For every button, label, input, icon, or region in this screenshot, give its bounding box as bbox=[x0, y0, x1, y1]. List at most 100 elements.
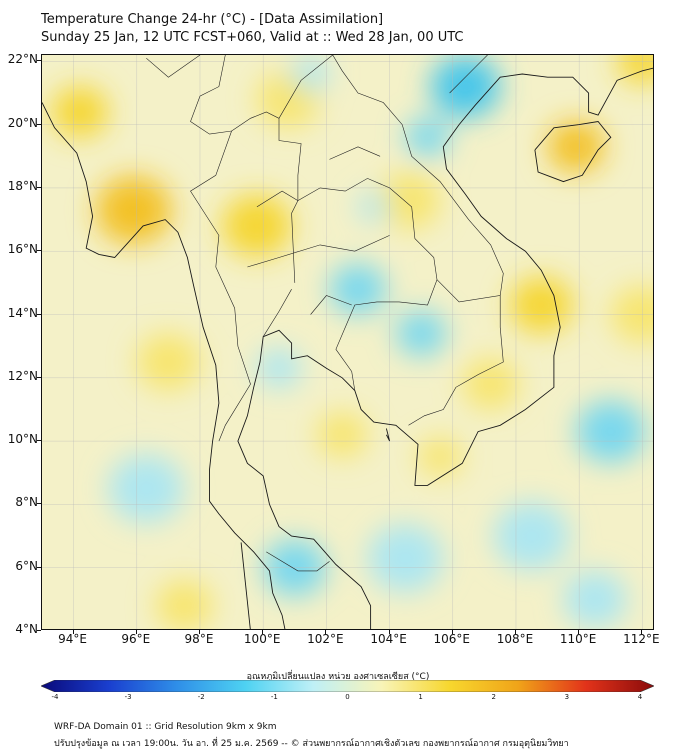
lon-tick-mark bbox=[325, 630, 327, 634]
lon-tick-mark bbox=[72, 630, 74, 634]
map-panel bbox=[41, 54, 654, 630]
lon-tick-label: 102°E bbox=[307, 632, 344, 646]
title-line-2: Sunday 25 Jan, 12 UTC FCST+060, Valid at… bbox=[41, 30, 464, 45]
lat-tick-label: 4°N bbox=[15, 622, 38, 636]
coastline bbox=[42, 102, 286, 629]
lat-tick-label: 6°N bbox=[15, 558, 38, 573]
map-gridlines bbox=[42, 55, 653, 629]
field-blob bbox=[547, 121, 605, 173]
lat-tick-mark bbox=[37, 566, 41, 568]
border-line bbox=[266, 551, 330, 572]
field-blob bbox=[155, 580, 213, 629]
field-blob bbox=[222, 194, 292, 258]
lon-tick-label: 98°E bbox=[184, 632, 214, 646]
lat-tick-label: 20°N bbox=[7, 115, 38, 130]
temperature-field bbox=[51, 55, 653, 629]
coastline bbox=[385, 428, 391, 442]
map-title: Temperature Change 24-hr (°C) - [Data As… bbox=[41, 11, 464, 47]
field-blob bbox=[357, 192, 390, 222]
coastline bbox=[237, 67, 653, 629]
lon-tick-label: 94°E bbox=[58, 632, 88, 646]
field-blob bbox=[108, 454, 185, 523]
border-line bbox=[247, 235, 390, 268]
border-line bbox=[146, 55, 201, 78]
lat-tick-label: 10°N bbox=[7, 432, 38, 447]
border-line bbox=[332, 55, 504, 296]
border-line bbox=[408, 279, 504, 426]
footer-grid-info: WRF-DA Domain 01 :: Grid Resolution 9km … bbox=[54, 722, 277, 732]
field-blob bbox=[367, 524, 444, 593]
colorbar-label: อุณหภูมิเปลี่ยนแปลง หน่วย องศาเซลเซียส (… bbox=[246, 672, 430, 682]
colorbar-tick-label: 3 bbox=[564, 693, 570, 701]
lat-tick-mark bbox=[37, 503, 41, 505]
lat-tick-mark bbox=[37, 123, 41, 125]
border-line bbox=[310, 295, 352, 315]
lat-tick-mark bbox=[37, 60, 41, 62]
lat-tick-label: 14°N bbox=[7, 305, 38, 320]
field-blob bbox=[316, 412, 368, 458]
lat-tick-label: 12°N bbox=[7, 368, 38, 383]
colorbar-scale bbox=[41, 680, 654, 692]
field-blob bbox=[136, 333, 200, 391]
colorbar-tick-label: -3 bbox=[124, 693, 132, 701]
title-line-1: Temperature Change 24-hr (°C) - [Data As… bbox=[41, 12, 384, 27]
field-blob bbox=[376, 172, 441, 230]
lon-tick-label: 96°E bbox=[121, 632, 151, 646]
field-blob bbox=[576, 400, 646, 463]
colorbar-tick-label: 1 bbox=[418, 693, 423, 701]
border-line bbox=[190, 55, 438, 391]
lon-tick-label: 100°E bbox=[243, 632, 281, 646]
lon-tick-label: 112°E bbox=[623, 632, 660, 646]
lat-tick-mark bbox=[37, 250, 41, 252]
field-blob bbox=[418, 437, 463, 477]
field-blob bbox=[493, 501, 570, 571]
lat-tick-label: 18°N bbox=[7, 178, 38, 193]
lon-tick-label: 108°E bbox=[496, 632, 534, 646]
field-blob bbox=[95, 175, 172, 245]
border-line bbox=[190, 130, 251, 442]
field-blob bbox=[462, 358, 520, 410]
lon-tick-label: 104°E bbox=[370, 632, 407, 646]
border-line bbox=[278, 55, 333, 119]
lon-tick-mark bbox=[135, 630, 137, 634]
lon-tick-mark bbox=[514, 630, 516, 634]
map-canvas bbox=[42, 55, 653, 629]
country-borders bbox=[146, 55, 504, 572]
lon-tick-mark bbox=[262, 630, 264, 634]
colorbar-tick-label: 0 bbox=[345, 693, 350, 701]
lat-tick-label: 8°N bbox=[15, 495, 38, 510]
coastlines bbox=[42, 67, 653, 629]
border-line bbox=[256, 190, 299, 208]
border-line bbox=[291, 200, 299, 283]
field-blob bbox=[430, 55, 501, 118]
lat-tick-label: 22°N bbox=[7, 52, 38, 67]
border-line bbox=[262, 289, 292, 337]
field-blob bbox=[405, 117, 450, 158]
lat-tick-mark bbox=[37, 440, 41, 442]
colorbar bbox=[41, 680, 654, 692]
field-blob bbox=[256, 348, 302, 389]
lon-tick-mark bbox=[388, 630, 390, 634]
border-line bbox=[329, 146, 381, 160]
border-line bbox=[449, 55, 488, 94]
lon-tick-mark bbox=[198, 630, 200, 634]
field-blob bbox=[329, 263, 387, 315]
lat-tick-mark bbox=[37, 630, 41, 631]
colorbar-tick-label: -1 bbox=[270, 693, 278, 701]
coastline bbox=[534, 121, 612, 183]
lat-tick-mark bbox=[37, 376, 41, 378]
lon-tick-mark bbox=[641, 630, 643, 634]
lon-tick-label: 106°E bbox=[433, 632, 471, 646]
lat-tick-mark bbox=[37, 186, 41, 188]
lat-tick-label: 16°N bbox=[7, 242, 38, 257]
lon-tick-mark bbox=[451, 630, 453, 634]
field-blob bbox=[51, 86, 109, 138]
lon-tick-mark bbox=[578, 630, 580, 634]
colorbar-tick-label: 2 bbox=[491, 693, 496, 701]
footer-credit: ปรับปรุงข้อมูล ณ เวลา 19:00น. วัน อา. ที… bbox=[54, 739, 569, 749]
colorbar-tick-label: -4 bbox=[51, 693, 59, 701]
field-blob bbox=[563, 570, 627, 628]
colorbar-tick-label: -2 bbox=[197, 693, 205, 701]
coastline bbox=[240, 542, 251, 629]
field-blob bbox=[395, 310, 447, 357]
